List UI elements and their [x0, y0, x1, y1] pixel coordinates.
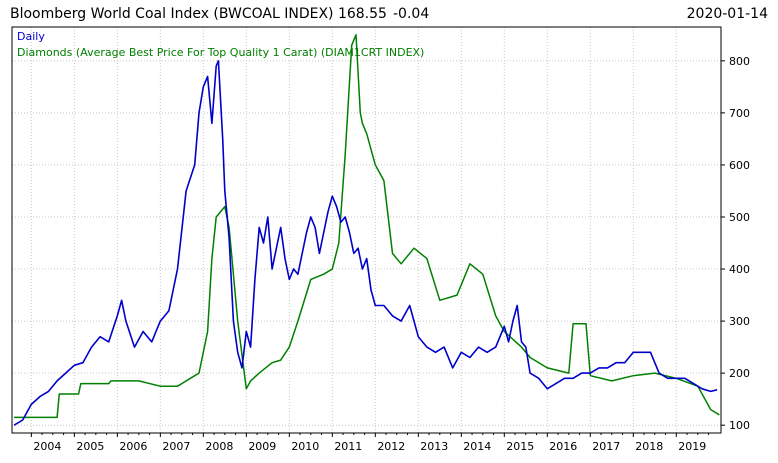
x-tick-label: 2004 [33, 440, 61, 453]
plot-frame [11, 26, 722, 434]
coal-index-line [13, 59, 718, 426]
y-axis: 100 200 300 400 500 600 700 800 [721, 55, 750, 432]
y-tick-label: 500 [729, 211, 750, 224]
diamond-price-line [14, 34, 720, 419]
y-tick-label: 400 [729, 263, 750, 276]
x-tick-label: 2013 [420, 440, 448, 453]
x-tick-label: 2018 [635, 440, 663, 453]
x-axis: 2004 2005 2006 2007 2008 2009 2010 2011 2012 2013… [30, 433, 710, 453]
x-tick-label: 2007 [162, 440, 190, 453]
x-tick-label: 2006 [119, 440, 147, 453]
x-tick-label: 2014 [463, 440, 491, 453]
x-tick-label: 2015 [506, 440, 534, 453]
y-tick-label: 800 [729, 55, 750, 68]
x-tick-label: 2005 [76, 440, 104, 453]
chart-date: 2020-01-14 [687, 6, 768, 22]
x-tick-label: 2011 [334, 440, 362, 453]
x-tick-label: 2009 [248, 440, 276, 453]
price-change: -0.04 [393, 6, 429, 22]
x-tick-label: 2016 [549, 440, 577, 453]
y-tick-label: 700 [729, 107, 750, 120]
x-tick-label: 2012 [377, 440, 405, 453]
x-tick-label: 2008 [205, 440, 233, 453]
y-tick-label: 200 [729, 367, 750, 380]
y-tick-label: 100 [729, 419, 750, 432]
legend-frequency: Daily [17, 30, 45, 43]
x-tick-label: 2017 [592, 440, 620, 453]
y-tick-label: 300 [729, 315, 750, 328]
x-tick-label: 2010 [291, 440, 319, 453]
grid [12, 27, 721, 433]
chart-title: Bloomberg World Coal Index (BWCOAL INDEX… [10, 6, 387, 22]
y-tick-label: 600 [729, 159, 750, 172]
series-layer [13, 34, 720, 426]
legend-diamonds: Diamonds (Average Best Price For Top Qua… [17, 46, 424, 59]
x-tick-label: 2019 [678, 440, 706, 453]
